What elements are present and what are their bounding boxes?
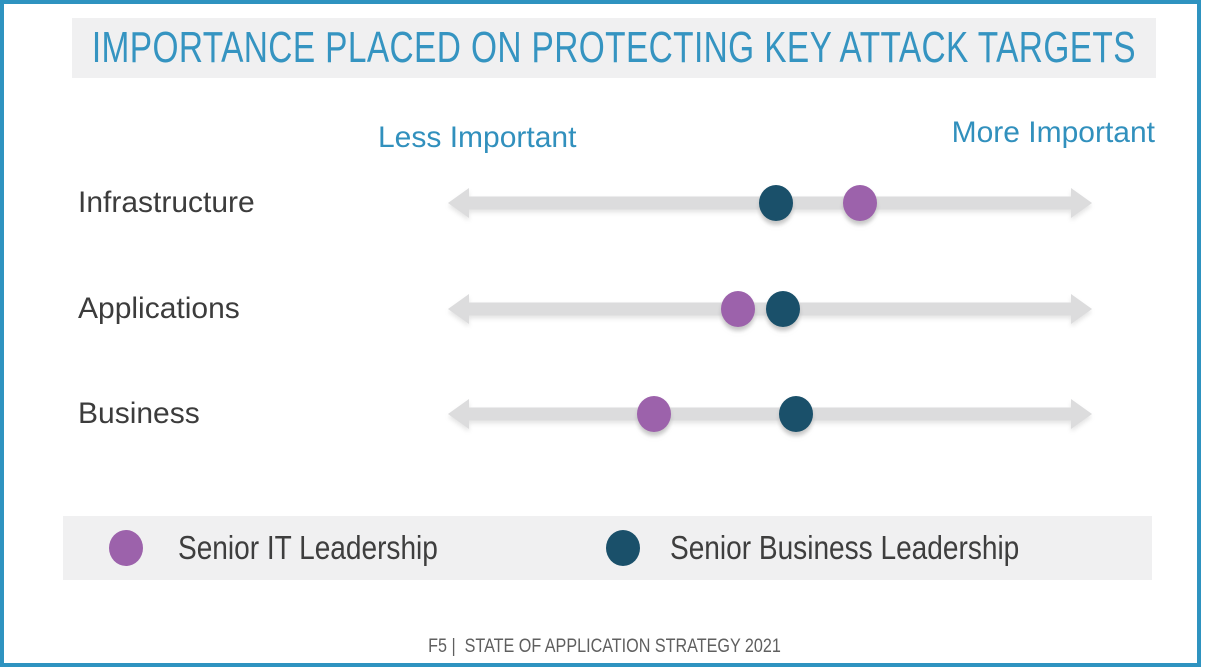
arrowhead-right-icon <box>1071 294 1092 324</box>
row-label-applications: Applications <box>78 292 240 325</box>
footer: F5 | STATE OF APPLICATION STRATEGY 2021 <box>4 636 1205 658</box>
data-dot-senior-it-leadership <box>720 291 755 327</box>
footer-source-text: F5 | STATE OF APPLICATION STRATEGY 2021 <box>428 636 781 657</box>
legend-label-senior-it-leadership: Senior IT Leadership <box>178 529 438 566</box>
importance-scale-arrow <box>448 288 1092 330</box>
importance-scale-arrow <box>448 393 1092 435</box>
data-dot-senior-it-leadership <box>637 396 672 432</box>
scale-label-more-important: More Important <box>951 116 1155 149</box>
legend-dot-senior-business-leadership <box>606 530 640 566</box>
row-label-infrastructure: Infrastructure <box>78 186 255 219</box>
arrowhead-left-icon <box>448 399 469 429</box>
data-dot-senior-business-leadership <box>778 396 813 432</box>
title-band: IMPORTANCE PLACED ON PROTECTING KEY ATTA… <box>72 18 1156 78</box>
arrowhead-right-icon <box>1071 399 1092 429</box>
legend: Senior IT Leadership Senior Business Lea… <box>63 516 1152 580</box>
arrowhead-left-icon <box>448 188 469 218</box>
dot-layer <box>448 182 1092 224</box>
chart-row-business: Business <box>4 393 1197 435</box>
scale-track <box>462 407 1078 421</box>
dot-layer <box>448 393 1092 435</box>
row-label-business: Business <box>78 397 200 430</box>
data-dot-senior-it-leadership <box>843 185 878 221</box>
chart-row-infrastructure: Infrastructure <box>4 182 1197 224</box>
data-dot-senior-business-leadership <box>759 185 794 221</box>
chart-row-applications: Applications <box>4 288 1197 330</box>
arrowhead-right-icon <box>1071 188 1092 218</box>
importance-scale-arrow <box>448 182 1092 224</box>
legend-label-senior-business-leadership: Senior Business Leadership <box>670 529 1020 566</box>
scale-label-less-important: Less Important <box>378 121 577 154</box>
dot-layer <box>448 288 1092 330</box>
data-dot-senior-business-leadership <box>765 291 800 327</box>
legend-dot-senior-it-leadership <box>109 530 143 566</box>
chart-title: IMPORTANCE PLACED ON PROTECTING KEY ATTA… <box>91 23 1137 72</box>
arrowhead-left-icon <box>448 294 469 324</box>
